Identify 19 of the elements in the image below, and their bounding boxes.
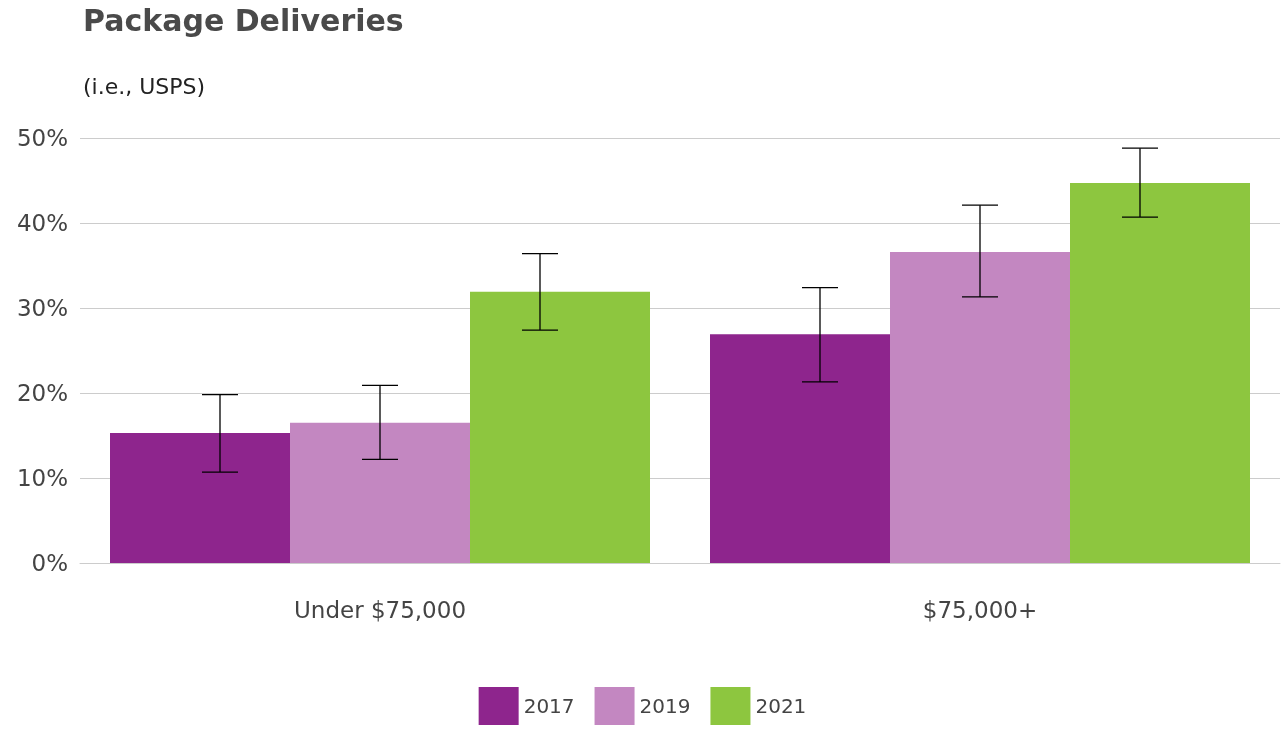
y-tick-label: 0% [31,550,68,576]
x-tick-label: $75,000+ [922,596,1038,623]
x-tick-label: Under $75,000 [293,596,467,623]
y-tick-label: 10% [16,465,68,491]
legend-label: 2021 [755,694,807,718]
y-tick-label: 50% [16,125,68,151]
legend-label: 2017 [523,694,575,718]
bar [110,432,290,563]
y-tick-label: 40% [16,210,68,236]
bar [1070,183,1250,563]
bar [470,291,650,563]
y-tick-label: 30% [16,295,68,321]
bar [290,422,470,563]
y-tick-label: 20% [16,380,68,406]
legend-label: 2019 [639,694,691,718]
chart-subtitle: (i.e., USPS) [83,73,206,99]
bar [710,334,890,563]
chart-title: Package Deliveries [83,2,404,38]
bar [890,251,1070,563]
